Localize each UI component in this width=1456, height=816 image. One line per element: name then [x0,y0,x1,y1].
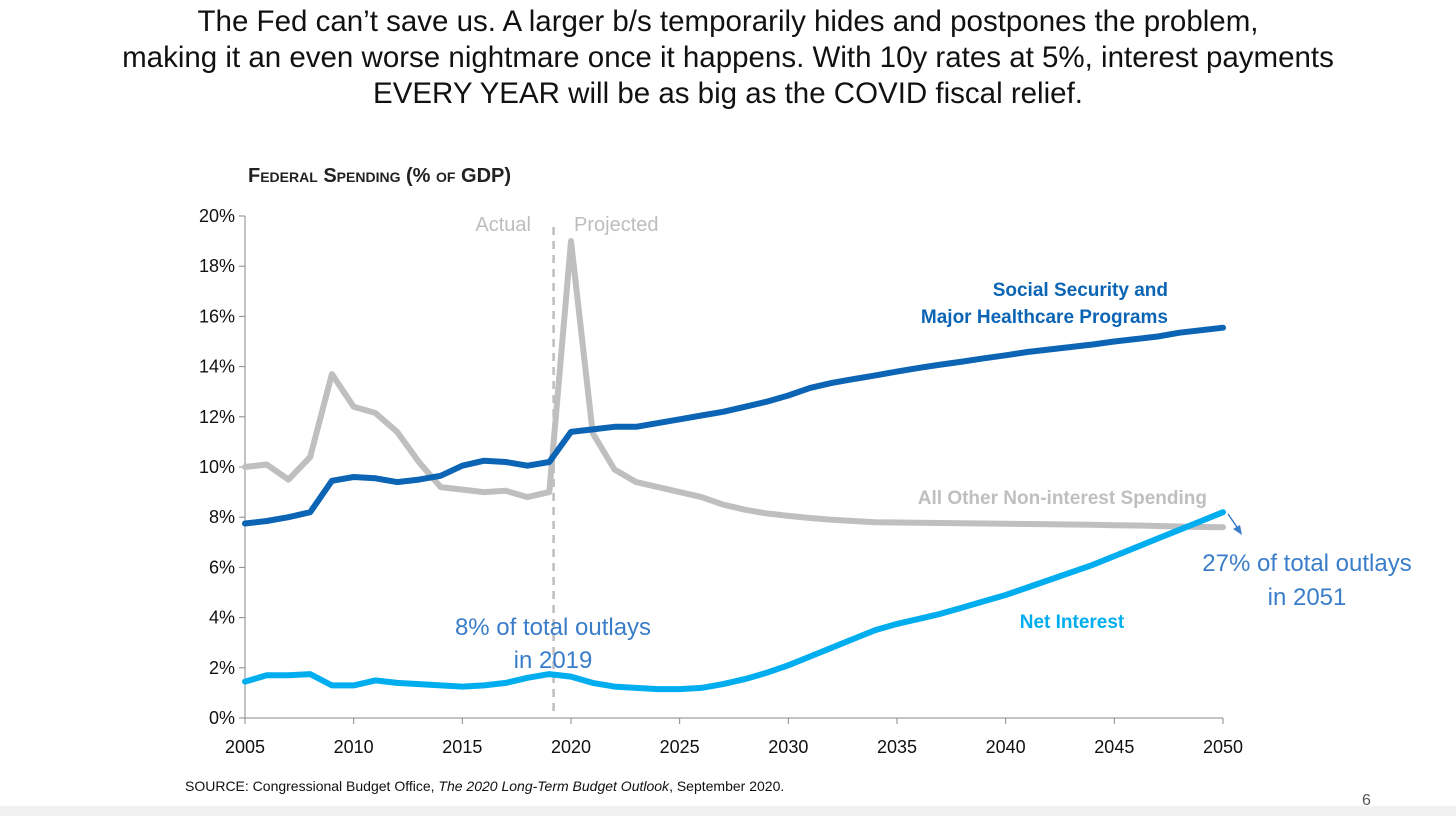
series-label-net-interest: Net Interest [1020,612,1125,633]
headline-line: The Fed can’t save us. A larger b/s temp… [197,5,1259,38]
divider-label-actual: Actual [475,214,531,236]
y-tick-label: 16% [199,306,235,326]
annotation-arrow [1227,513,1242,535]
divider-label-projected: Projected [574,214,659,236]
x-tick-label: 2025 [660,737,700,757]
annotation-2051: in 2051 [1268,584,1347,611]
page-number: 6 [1362,792,1371,809]
source-note: SOURCE: Congressional Budget Office, The… [185,778,784,794]
headline-line: EVERY YEAR will be as big as the COVID f… [373,77,1083,110]
x-tick-label: 2030 [768,737,808,757]
source-label: SOURCE: Congressional Budget Office, [185,778,439,794]
headline: The Fed can’t save us. A larger b/s temp… [0,4,1456,112]
other-non-interest-line [242,238,1226,531]
y-tick-label: 18% [199,256,235,276]
x-tick-label: 2020 [551,737,591,757]
y-tick-label: 12% [199,407,235,427]
annotation-2051: 27% of total outlays [1202,550,1411,577]
annotation-2019: 8% of total outlays [455,614,651,641]
annotation-2019: in 2019 [514,647,593,674]
x-tick-label: 2050 [1203,737,1243,757]
y-tick-label: 10% [199,457,235,477]
source-title: The 2020 Long-Term Budget Outlook [438,778,670,794]
x-tick-label: 2010 [334,737,374,757]
series-label-ss: Social Security and [993,280,1168,301]
x-tick-label: 2035 [877,737,917,757]
y-tick-label: 20% [199,206,235,226]
source-date: , September 2020. [669,778,785,794]
y-tick-label: 2% [209,658,235,678]
series-label-other: All Other Non-interest Spending [918,488,1207,509]
x-tick-label: 2005 [225,737,265,757]
y-tick-label: 8% [209,507,235,527]
net-interest-line [242,509,1226,693]
headline-line: making it an even worse nightmare once i… [122,41,1334,74]
series-label-ss: Major Healthcare Programs [921,307,1168,328]
y-tick-label: 14% [199,357,235,377]
social-security-healthcare-line [242,324,1226,527]
x-tick-label: 2045 [1094,737,1134,757]
chart-title: Federal Spending (% of GDP) [248,165,511,187]
x-tick-label: 2015 [442,737,482,757]
y-tick-label: 4% [209,608,235,628]
bottom-bar [0,806,1456,816]
y-tick-label: 6% [209,557,235,577]
x-tick-label: 2040 [986,737,1026,757]
y-tick-label: 0% [209,708,235,728]
